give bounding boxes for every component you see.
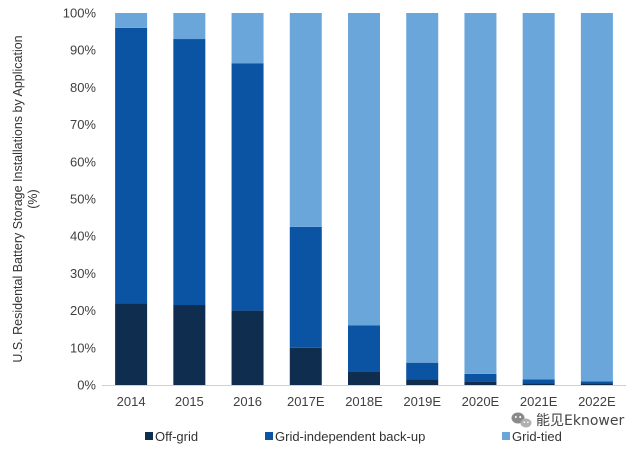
bar-segment — [289, 347, 322, 385]
y-axis-label: U.S. Residental Battery Storage Installa… — [11, 35, 40, 362]
x-tick-label: 2021E — [520, 394, 558, 409]
bar-segment — [115, 303, 148, 385]
y-tick-label: 100% — [63, 6, 97, 21]
bar-segment — [464, 373, 497, 382]
bar-segment — [173, 39, 206, 306]
wechat-icon — [511, 412, 532, 428]
bars — [115, 13, 613, 385]
legend-swatch — [502, 432, 510, 440]
bar-segment — [289, 13, 322, 227]
x-tick-label: 2016 — [233, 394, 262, 409]
x-tick-label: 2022E — [578, 394, 616, 409]
bar-segment — [464, 381, 497, 385]
y-tick-label: 90% — [70, 43, 96, 58]
x-tick-label: 2014 — [117, 394, 146, 409]
bar-segment — [580, 13, 613, 382]
bar-segment — [406, 379, 439, 385]
x-tick-label: 2019E — [403, 394, 441, 409]
watermark: 能见Eknower — [511, 412, 624, 429]
x-tick-label: 2015 — [175, 394, 204, 409]
y-tick-label: 0% — [77, 378, 96, 393]
bar-segment — [580, 381, 613, 384]
x-tick-label: 2018E — [345, 394, 383, 409]
legend-label: Grid-tied — [512, 429, 562, 444]
y-tick-label: 40% — [70, 229, 96, 244]
legend-label: Off-grid — [155, 429, 198, 444]
bar-segment — [348, 371, 380, 385]
x-axis-ticks: 2014 2015 2016 2017E 2018E 2019E 2020E 2021E 202… — [117, 394, 616, 409]
legend-swatch — [265, 432, 273, 440]
y-tick-label: 80% — [70, 80, 96, 95]
legend-swatch — [145, 432, 153, 440]
watermark-text: 能见Eknower — [536, 413, 624, 429]
bar-segment — [231, 13, 264, 64]
legend-label: Grid-independent back-up — [275, 429, 425, 444]
bar-segment — [522, 379, 555, 384]
bar-segment — [464, 13, 497, 374]
y-tick-label: 70% — [70, 117, 96, 132]
y-tick-label: 30% — [70, 266, 96, 281]
x-tick-label: 2020E — [462, 394, 500, 409]
bar-segment — [522, 13, 555, 380]
bar-segment — [115, 27, 148, 304]
bar-segment — [289, 226, 322, 348]
y-tick-label: 60% — [70, 154, 96, 169]
bar-segment — [522, 383, 555, 385]
bar-segment — [580, 383, 613, 385]
y-axis-title-line: (%) — [26, 189, 40, 208]
bar-segment — [406, 13, 439, 363]
x-tick-label: 2017E — [287, 394, 325, 409]
bar-segment — [231, 310, 264, 385]
y-axis-ticks: 0% 10% 20% 30% 40% 50% 60% 70% 80% 90% 100% — [63, 6, 97, 393]
y-tick-label: 10% — [70, 340, 96, 355]
legend: Off-grid Grid-independent back-up Grid-tie… — [145, 429, 562, 444]
bar-segment — [173, 13, 206, 40]
bar-segment — [348, 13, 380, 326]
y-tick-label: 50% — [70, 192, 96, 207]
bar-segment — [173, 305, 206, 385]
bar-segment — [406, 362, 439, 380]
bar-segment — [115, 13, 148, 28]
y-axis-title-line: U.S. Residental Battery Storage Installa… — [11, 35, 25, 362]
y-tick-label: 20% — [70, 303, 96, 318]
bar-segment — [231, 63, 264, 311]
bar-segment — [348, 325, 380, 372]
